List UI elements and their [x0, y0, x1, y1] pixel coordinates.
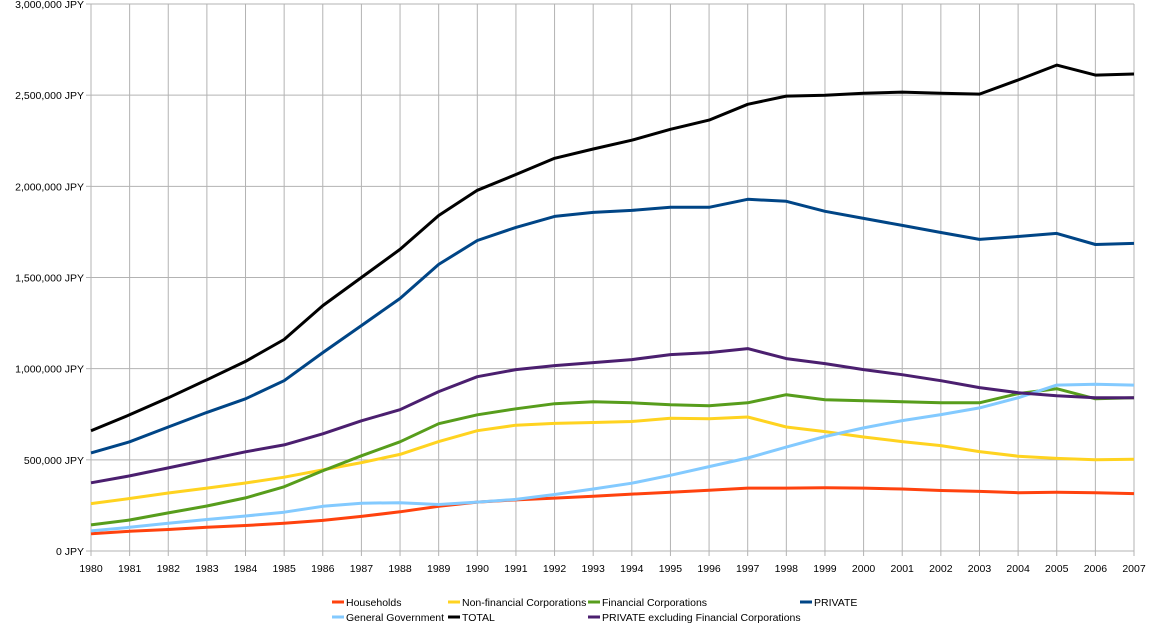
- x-tick-label: 1981: [118, 563, 142, 575]
- x-tick-label: 1985: [272, 563, 296, 575]
- legend-label: General Government: [346, 612, 444, 624]
- x-tick-label: 1995: [659, 563, 683, 575]
- x-tick-label: 1992: [543, 563, 567, 575]
- x-tick-label: 1993: [582, 563, 606, 575]
- legend-label: TOTAL: [462, 612, 495, 624]
- legend-label: Financial Corporations: [602, 597, 707, 609]
- y-tick-label: 1,500,000 JPY: [15, 273, 84, 285]
- series-line-households: [90, 486, 1135, 536]
- series-line-private: [90, 197, 1135, 455]
- series-line-financial-corporations: [90, 387, 1135, 527]
- x-tick-label: 2004: [1006, 563, 1030, 575]
- y-tick-label: 0 JPY: [56, 546, 84, 558]
- x-tick-label: 1990: [466, 563, 490, 575]
- x-tick-label: 1989: [427, 563, 451, 575]
- x-tick-label: 2001: [891, 563, 915, 575]
- x-tick-label: 2007: [1122, 563, 1146, 575]
- x-tick-label: 1988: [388, 563, 412, 575]
- x-tick-label: 2006: [1084, 563, 1108, 575]
- x-tick-label: 1980: [79, 563, 103, 575]
- x-tick-label: 1991: [504, 563, 528, 575]
- series-line-private-excluding-financial-corporations: [90, 347, 1134, 485]
- legend-label: PRIVATE: [814, 597, 857, 609]
- y-tick-label: 3,000,000 JPY: [15, 0, 84, 11]
- x-tick-label: 1986: [311, 563, 335, 575]
- x-tick-label: 1987: [350, 563, 374, 575]
- series-line-total: [90, 63, 1135, 433]
- x-tick-label: 2000: [852, 563, 876, 575]
- legend-label: Households: [346, 597, 401, 609]
- x-tick-label: 1994: [620, 563, 644, 575]
- y-tick-label: 2,500,000 JPY: [15, 90, 84, 102]
- x-tick-label: 1984: [234, 563, 258, 575]
- x-tick-label: 2003: [968, 563, 992, 575]
- x-tick-label: 2002: [929, 563, 953, 575]
- x-tick-label: 2005: [1045, 563, 1069, 575]
- series-line-general-government: [90, 382, 1135, 533]
- legend-label: PRIVATE excluding Financial Corporations: [602, 612, 801, 624]
- y-tick-label: 2,000,000 JPY: [15, 181, 84, 193]
- legend-label: Non-financial Corporations: [462, 597, 586, 609]
- y-tick-label: 500,000 JPY: [24, 455, 84, 467]
- x-tick-label: 1982: [157, 563, 181, 575]
- x-tick-label: 1997: [736, 563, 760, 575]
- x-tick-label: 1996: [697, 563, 721, 575]
- y-tick-label: 1,000,000 JPY: [15, 364, 84, 376]
- x-tick-label: 1999: [813, 563, 837, 575]
- x-tick-label: 1998: [775, 563, 799, 575]
- x-tick-label: 1983: [195, 563, 219, 575]
- series-line-non-financial-corporations: [90, 415, 1135, 506]
